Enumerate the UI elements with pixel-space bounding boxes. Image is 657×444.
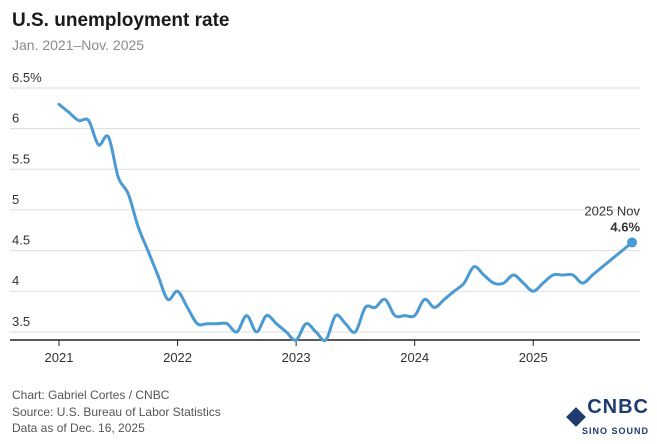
y-tick-label: 5.5 xyxy=(12,151,30,166)
y-axis-ticks: 6.5% 6 5.5 5 4.5 4 3.5 xyxy=(12,70,42,329)
y-tick-label: 6.5% xyxy=(12,70,42,85)
logo-mark-icon xyxy=(566,407,586,427)
logo-text: CNBC xyxy=(587,396,649,418)
gridlines xyxy=(10,87,640,333)
annotation-value-label: 4.6% xyxy=(610,219,640,234)
chart-source: Source: U.S. Bureau of Labor Statistics xyxy=(12,405,221,419)
y-tick-label: 6 xyxy=(12,111,19,126)
x-tick-label: 2024 xyxy=(400,350,429,365)
chart-data-date: Data as of Dec. 16, 2025 xyxy=(12,421,145,435)
x-tick-label: 2022 xyxy=(163,350,192,365)
x-tick-label: 2025 xyxy=(519,350,548,365)
y-tick-label: 3.5 xyxy=(12,314,30,329)
y-tick-label: 5 xyxy=(12,192,19,207)
y-tick-label: 4.5 xyxy=(12,233,30,248)
chart-credit: Chart: Gabriel Cortes / CNBC xyxy=(12,388,170,402)
x-axis-ticks: 2021 2022 2023 2024 2025 xyxy=(45,340,548,365)
y-tick-label: 4 xyxy=(12,273,19,288)
x-tick-label: 2021 xyxy=(45,350,74,365)
logo-subtext: SINO SOUND xyxy=(581,426,649,436)
x-tick-label: 2023 xyxy=(282,350,311,365)
latest-data-point[interactable] xyxy=(627,237,638,248)
unemployment-line xyxy=(57,102,634,342)
cnbc-logo: CNBC SINO SOUND xyxy=(557,396,649,438)
chart-subtitle: Jan. 2021–Nov. 2025 xyxy=(12,37,145,53)
chart-title: U.S. unemployment rate xyxy=(12,10,230,31)
annotation-date-label: 2025 Nov xyxy=(584,203,640,218)
